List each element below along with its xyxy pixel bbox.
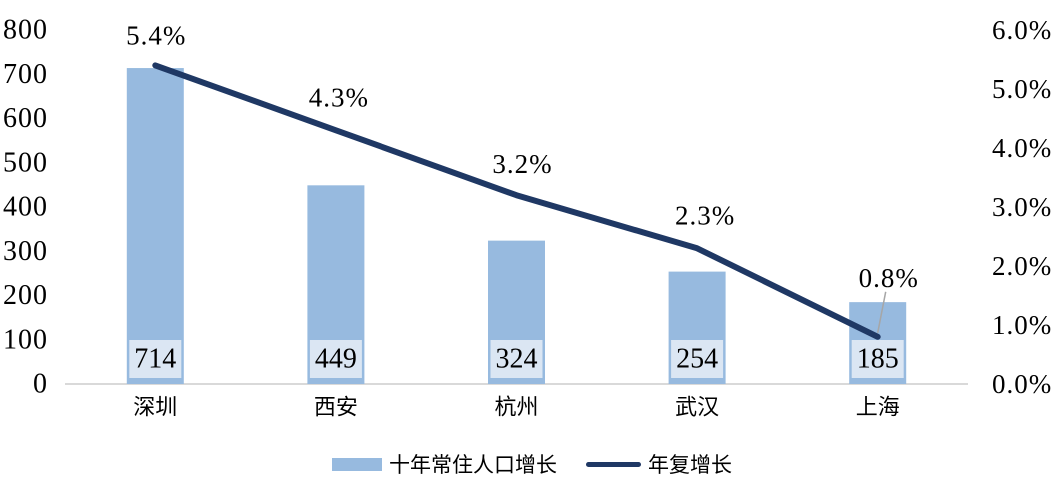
left-axis-tick-label: 100 — [3, 324, 48, 355]
percent-label: 0.8% — [859, 263, 919, 293]
left-axis-tick-label: 400 — [3, 192, 48, 223]
x-axis-category-label: 上海 — [856, 395, 900, 420]
right-axis-tick-label: 1.0% — [992, 310, 1052, 340]
x-axis-category-label: 深圳 — [133, 395, 177, 420]
legend-item-bar-series: 十年常住人口增长 — [332, 449, 557, 479]
bar-value-label: 254 — [676, 344, 718, 375]
trend-line — [152, 62, 881, 340]
bar-value-label: 449 — [315, 344, 357, 375]
bar-value-box — [671, 340, 724, 378]
left-axis-tick-label: 800 — [3, 15, 48, 46]
bar-value-box — [490, 340, 543, 378]
bar-value-box — [129, 340, 182, 378]
chart-legend: 十年常住人口增长 年复增长 — [0, 449, 1064, 479]
percent-label: 4.3% — [309, 82, 369, 112]
bar-series-swatch-icon — [332, 457, 382, 471]
bar-value-label: 324 — [496, 344, 538, 375]
bar-value-label: 714 — [134, 344, 176, 375]
right-axis-tick-label: 5.0% — [992, 74, 1052, 104]
legend-label-bar-series: 十年常住人口增长 — [389, 453, 557, 477]
bar-value-label: 185 — [857, 344, 899, 375]
left-axis-tick-label: 0 — [33, 369, 48, 400]
percent-label: 2.3% — [675, 200, 735, 230]
left-axis-tick-label: 600 — [3, 103, 48, 134]
right-axis-tick-label: 2.0% — [992, 251, 1052, 281]
left-axis-tick-label: 500 — [3, 147, 48, 178]
x-axis-category-label: 武汉 — [675, 395, 719, 420]
right-axis-tick-label: 6.0% — [992, 15, 1052, 45]
bar-value-box — [309, 340, 362, 378]
bar — [126, 68, 184, 385]
left-axis-tick-label: 700 — [3, 59, 48, 90]
legend-label-line-series: 年复增长 — [648, 453, 732, 477]
right-axis-tick-label: 3.0% — [992, 192, 1052, 222]
left-axis-tick-label: 200 — [3, 280, 48, 311]
leader-line — [876, 291, 887, 333]
percent-label: 5.4% — [126, 20, 186, 50]
right-axis-tick-label: 4.0% — [992, 133, 1052, 163]
x-axis-category-label: 杭州 — [494, 395, 538, 420]
legend-item-line-series: 年复增长 — [586, 449, 732, 479]
percent-label: 3.2% — [492, 149, 552, 179]
bar-value-box — [851, 340, 904, 378]
x-axis-category-label: 西安 — [314, 395, 358, 420]
right-axis-tick-label: 0.0% — [992, 369, 1052, 399]
line-series-swatch-icon — [586, 461, 641, 467]
left-axis-tick-label: 300 — [3, 236, 48, 267]
